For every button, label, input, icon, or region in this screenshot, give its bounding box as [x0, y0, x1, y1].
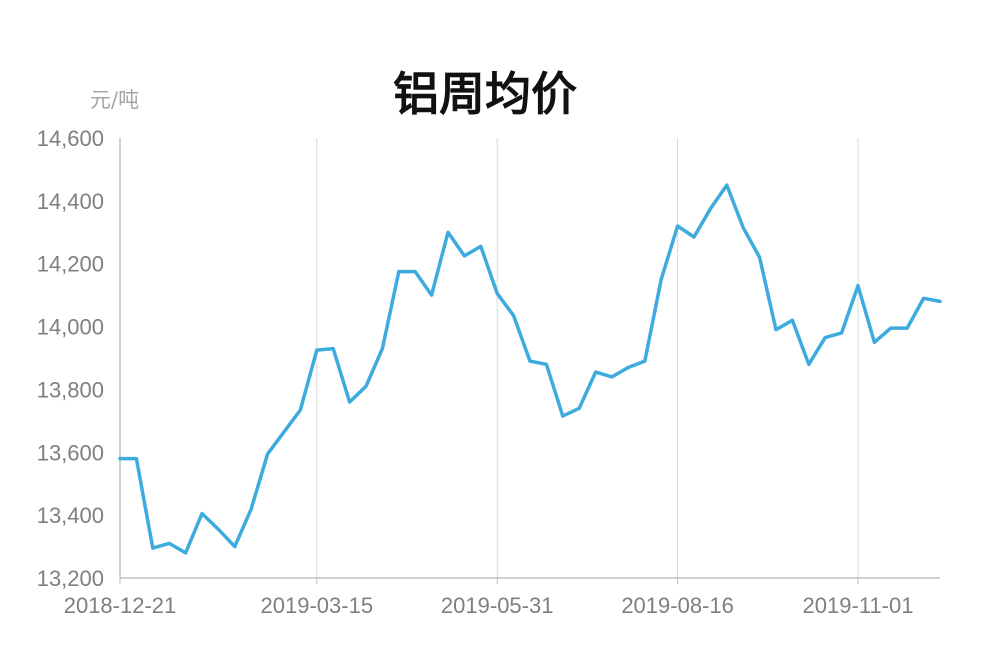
data-point: [578, 407, 580, 409]
data-point: [693, 236, 695, 238]
data-point: [283, 431, 285, 433]
data-point: [480, 245, 482, 247]
y-tick-label: 14,000: [37, 315, 104, 340]
data-point: [709, 208, 711, 210]
data-point: [332, 347, 334, 349]
data-point: [545, 363, 547, 365]
data-point: [348, 401, 350, 403]
data-point: [430, 294, 432, 296]
data-point: [791, 319, 793, 321]
data-point: [922, 297, 924, 299]
data-point: [234, 545, 236, 547]
data-point: [119, 457, 121, 459]
y-axis-unit-label: 元/吨: [90, 88, 140, 112]
data-point: [217, 528, 219, 530]
data-point: [873, 341, 875, 343]
data-point: [611, 376, 613, 378]
data-point: [857, 285, 859, 287]
data-point: [627, 366, 629, 368]
data-point: [152, 547, 154, 549]
y-tick-label: 13,400: [37, 503, 104, 528]
data-point: [594, 371, 596, 373]
data-point: [840, 332, 842, 334]
data-point: [365, 385, 367, 387]
data-point: [742, 226, 744, 228]
y-tick-label: 14,600: [37, 126, 104, 151]
data-point: [512, 314, 514, 316]
data-point: [890, 327, 892, 329]
data-point: [381, 347, 383, 349]
data-point: [299, 409, 301, 411]
data-point: [906, 327, 908, 329]
data-point: [496, 292, 498, 294]
data-point: [644, 360, 646, 362]
data-point: [939, 300, 941, 302]
data-point: [660, 278, 662, 280]
data-point: [316, 349, 318, 351]
data-point: [414, 270, 416, 272]
data-point: [398, 270, 400, 272]
x-tick-label: 2019-03-15: [261, 593, 374, 618]
data-point: [266, 453, 268, 455]
data-point: [562, 415, 564, 417]
series-line: [118, 183, 942, 555]
data-point: [808, 363, 810, 365]
x-tick-label: 2018-12-21: [64, 593, 177, 618]
x-tick-label: 2019-08-16: [621, 593, 734, 618]
data-point: [168, 542, 170, 544]
x-tick-label: 2019-05-31: [441, 593, 554, 618]
y-tick-label: 13,800: [37, 377, 104, 402]
data-point: [184, 552, 186, 554]
x-tick-label: 2019-11-01: [803, 593, 914, 618]
data-point: [201, 512, 203, 514]
data-point: [824, 336, 826, 338]
data-point: [758, 256, 760, 258]
data-point: [726, 184, 728, 186]
data-point: [447, 231, 449, 233]
data-point: [676, 225, 678, 227]
chart-title: 铝周均价: [393, 67, 577, 121]
y-tick-label: 14,200: [37, 252, 104, 277]
y-tick-label: 13,600: [37, 440, 104, 465]
data-point: [463, 255, 465, 257]
data-point: [775, 329, 777, 331]
y-tick-label: 13,200: [37, 566, 104, 591]
data-point: [135, 457, 137, 459]
data-point: [529, 360, 531, 362]
y-tick-label: 14,400: [37, 189, 104, 214]
data-point: [250, 508, 252, 510]
